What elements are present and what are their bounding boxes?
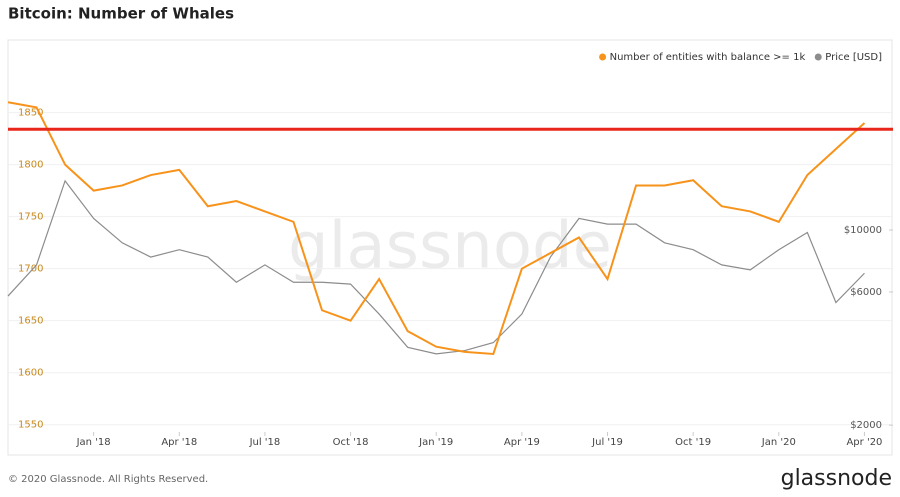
legend-marker (814, 53, 822, 61)
legend-label: Number of entities with balance >= 1k (610, 52, 806, 63)
series-line (7, 179, 865, 355)
chart-title: Bitcoin: Number of Whales (8, 5, 234, 23)
y2-tick-label: $2000 (850, 420, 882, 431)
y-tick-label: 1600 (18, 368, 43, 379)
y-tick-label: 1750 (18, 212, 43, 223)
x-tick-label: Apr '20 (846, 437, 882, 448)
x-tick-label: Apr '18 (161, 437, 197, 448)
y2-tick-label: $10000 (844, 225, 882, 236)
legend-label: Price [USD] (825, 52, 882, 63)
y-tick-label: 1650 (18, 316, 43, 327)
y-tick-label: 1850 (18, 108, 43, 119)
series-line (7, 101, 866, 356)
y-tick-label: 1550 (18, 420, 43, 431)
logo: glassnode (781, 466, 892, 491)
footer: © 2020 Glassnode. All Rights Reserved. (8, 474, 208, 485)
x-tick-label: Oct '18 (333, 437, 369, 448)
legend-marker (599, 53, 607, 61)
x-tick-label: Jan '20 (761, 437, 796, 448)
y-tick-label: 1800 (18, 160, 43, 171)
y-tick-label: 1700 (18, 264, 43, 275)
x-tick-label: Jul '18 (249, 437, 281, 448)
plot-frame (7, 39, 893, 456)
x-tick-label: Jan '18 (76, 437, 111, 448)
x-tick-label: Oct '19 (675, 437, 711, 448)
y2-tick-label: $6000 (850, 287, 882, 298)
x-tick-label: Jul '19 (591, 437, 623, 448)
x-tick-label: Jan '19 (418, 437, 453, 448)
x-tick-label: Apr '19 (504, 437, 540, 448)
